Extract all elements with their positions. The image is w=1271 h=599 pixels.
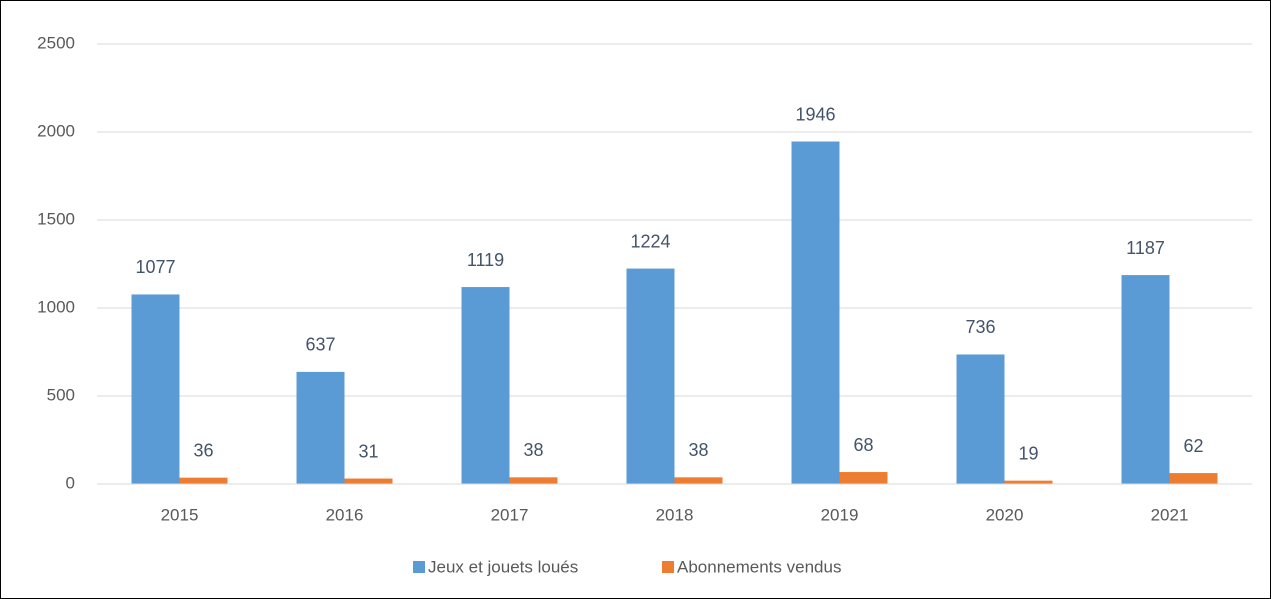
- bar: [626, 268, 675, 484]
- data-label: 637: [305, 335, 335, 355]
- data-label: 38: [688, 440, 708, 460]
- data-label: 36: [193, 440, 213, 460]
- bar: [839, 472, 888, 484]
- bar: [509, 477, 558, 484]
- legend-label: Abonnements vendus: [677, 557, 841, 576]
- data-label: 1946: [795, 104, 835, 124]
- y-tick-label: 1500: [37, 209, 75, 228]
- x-tick-label: 2019: [821, 505, 859, 524]
- data-label: 38: [523, 440, 543, 460]
- data-label: 1077: [135, 257, 175, 277]
- x-tick-label: 2017: [491, 505, 529, 524]
- bar: [1004, 480, 1053, 484]
- y-tick-label: 0: [66, 473, 75, 492]
- data-label: 62: [1183, 436, 1203, 456]
- y-tick-label: 2000: [37, 121, 75, 140]
- y-tick-label: 500: [47, 385, 75, 404]
- bar: [296, 371, 345, 484]
- bar: [791, 141, 840, 484]
- legend-label: Jeux et jouets loués: [428, 557, 578, 576]
- data-label: 31: [358, 441, 378, 461]
- bar: [956, 354, 1005, 484]
- bar: [179, 477, 228, 484]
- data-label: 1187: [1126, 238, 1165, 258]
- bar: [674, 477, 723, 484]
- x-tick-label: 2021: [1151, 505, 1189, 524]
- x-tick-label: 2018: [656, 505, 694, 524]
- data-label: 736: [965, 317, 995, 337]
- bar: [461, 287, 510, 484]
- bar: [344, 478, 393, 484]
- bar: [131, 294, 180, 484]
- data-label: 68: [853, 435, 873, 455]
- bar: [1121, 275, 1170, 484]
- data-label: 1224: [630, 231, 670, 251]
- legend-swatch: [413, 561, 425, 573]
- y-tick-label: 1000: [37, 297, 75, 316]
- x-tick-label: 2015: [161, 505, 199, 524]
- x-tick-label: 2016: [326, 505, 364, 524]
- y-tick-label: 2500: [37, 33, 75, 52]
- x-tick-label: 2020: [986, 505, 1024, 524]
- bar: [1169, 473, 1218, 484]
- data-label: 1119: [467, 250, 504, 270]
- data-label: 19: [1018, 443, 1038, 463]
- legend-swatch: [662, 561, 674, 573]
